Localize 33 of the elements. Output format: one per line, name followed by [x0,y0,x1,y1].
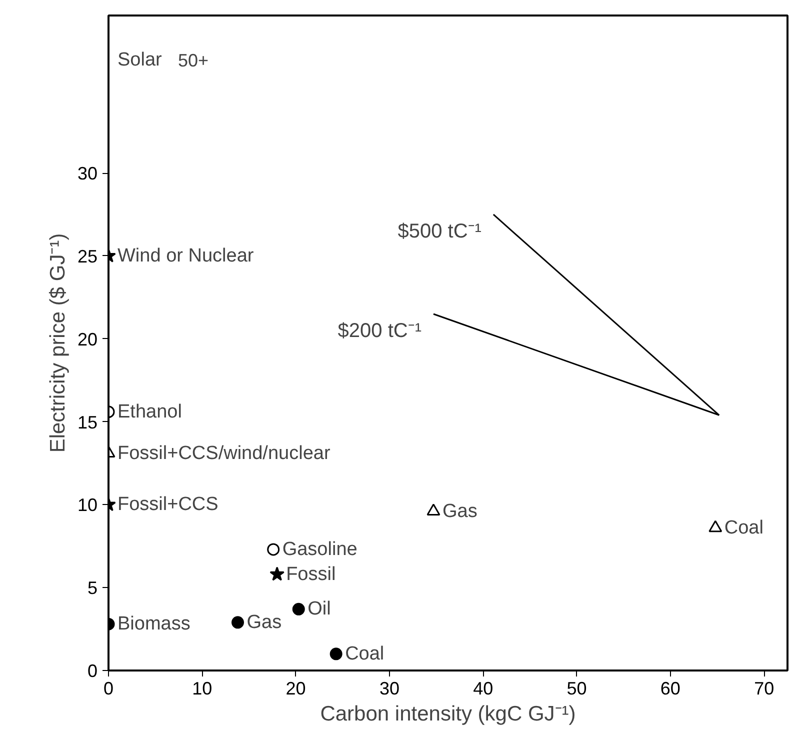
annotation: Fossil+CCS [118,494,218,516]
x-tick-label: 60 [660,678,680,698]
annotation: Coal [724,517,764,538]
x-tick-label: 20 [286,678,306,698]
y-tick-label: 0 [87,661,98,681]
y-tick-label: 25 [77,246,98,266]
x-tick-label: 0 [103,678,114,698]
y-tick-label: 10 [77,495,98,516]
x-tick-label: 10 [192,678,212,698]
y-axis-title: Electricity price ($ GJ⁻¹) [46,233,70,453]
x-tick-label: 70 [754,678,774,698]
annotation: Fossil [286,564,336,585]
x-tick-label: 40 [473,678,494,698]
y-tick-label: 20 [77,329,98,350]
series-label: $200 tC⁻¹ [338,320,422,342]
annotation: Ethanol [118,401,182,422]
y-tick-label: 5 [87,578,98,598]
y-tick-label: 30 [77,164,98,184]
annotation: Oil [308,598,331,620]
annotation: Solar [118,50,163,71]
annotation: Coal [345,643,384,664]
series-label: $500 tC⁻¹ [398,220,482,242]
annotation: 50+ [178,50,209,71]
y-tick-label: 15 [77,412,98,432]
annotation: Fossil+CCS/wind/nuclear [118,442,331,464]
x-axis-title: Carbon intensity (kgC GJ⁻¹) [320,702,576,726]
annotation: Gas [246,612,282,633]
annotation: Gas [442,500,478,522]
x-tick-label: 30 [379,678,400,698]
x-tick-label: 50 [566,678,587,698]
annotation: Gasoline [282,538,358,560]
annotation: Wind or Nuclear [118,245,254,266]
annotation: Biomass [118,614,190,635]
